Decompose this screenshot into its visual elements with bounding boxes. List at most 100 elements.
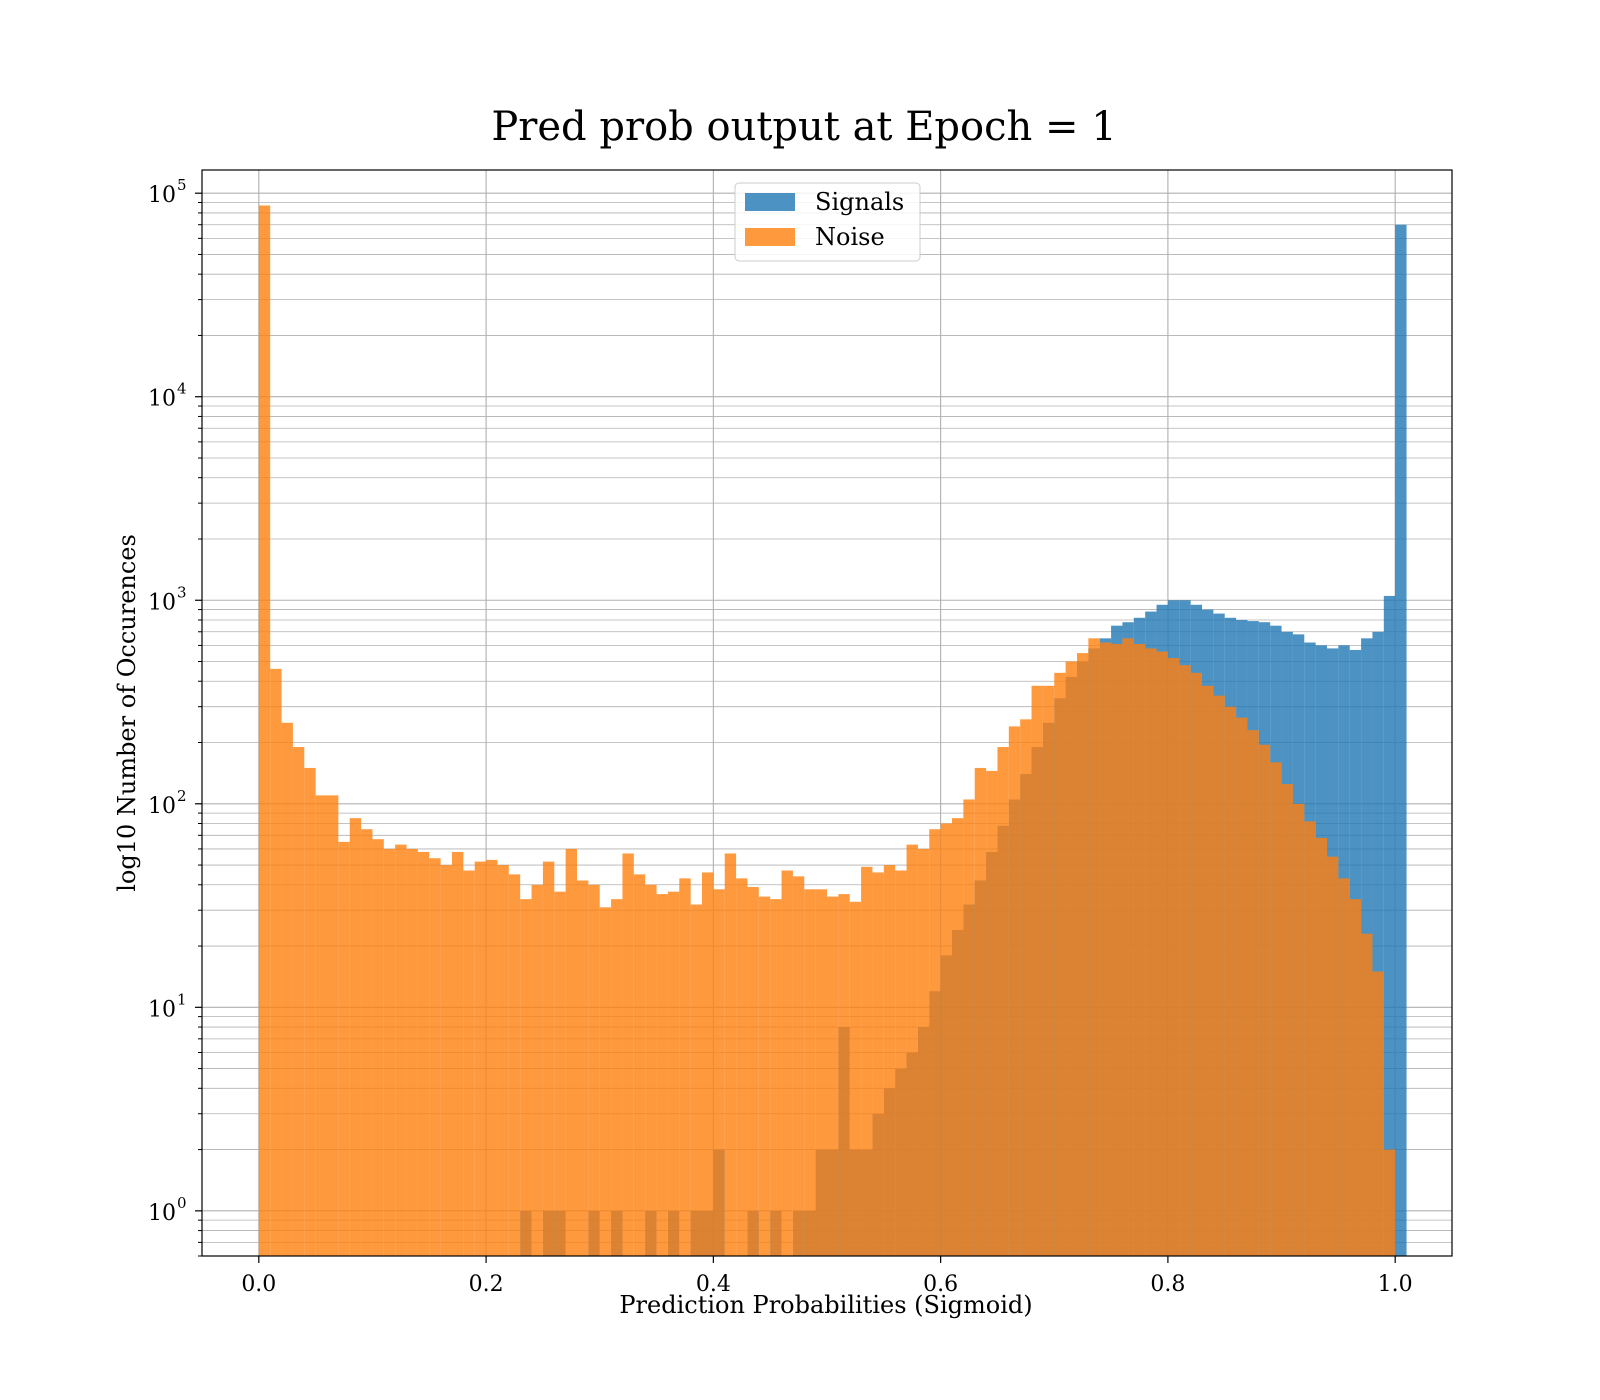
noise-bar [986,770,998,1256]
noise-bar [1270,762,1282,1256]
noise-bar [406,848,418,1256]
noise-bar [486,859,498,1256]
noise-bar [702,872,714,1256]
x-axis-ticks: 0.0 0.2 0.4 0.6 0.8 1.0 [241,1256,1413,1297]
noise-bar [542,861,555,1256]
noise-bar [838,894,850,1256]
noise-bar [349,818,362,1256]
noise-bar [565,848,577,1256]
noise-bar [1031,685,1043,1256]
noise-bar [1133,643,1146,1256]
noise-bar [861,866,873,1256]
noise-bar [395,844,407,1256]
y-tick-exponent: 2 [177,787,187,805]
noise-bar [270,668,282,1256]
noise-bar [258,205,271,1257]
noise-bar [1111,643,1123,1256]
noise-bar [292,747,305,1256]
noise-bar [315,795,327,1256]
noise-bar [474,861,487,1256]
noise-bar [906,844,918,1256]
x-tick-label: 0.6 [923,1272,958,1297]
y-tick-label: 10 [148,794,176,819]
noise-bar [281,722,293,1256]
noise-bar [383,848,396,1256]
noise-bar [1042,685,1055,1256]
noise-bar [622,853,634,1256]
x-tick-label: 1.0 [1378,1272,1413,1297]
noise-bar [1099,642,1112,1256]
noise-bar [508,874,521,1256]
noise-bar [1224,706,1237,1256]
legend-swatch-signals [745,193,795,211]
noise-bar [679,878,691,1256]
noise-bar [1054,672,1066,1256]
signals-bar [1372,631,1384,1256]
noise-bar [792,876,805,1256]
noise-bar [736,878,748,1256]
y-tick-label: 10 [148,590,176,615]
noise-bar [1156,651,1168,1256]
legend-label-signals: Signals [815,188,904,216]
noise-bar [520,899,532,1256]
signals-bar [1395,224,1407,1257]
legend-label-noise: Noise [815,223,885,251]
noise-bar [1338,878,1350,1256]
noise-bar [1247,730,1259,1256]
y-tick-exponent: 0 [177,1194,187,1212]
noise-bar [656,894,668,1256]
noise-bar [588,884,600,1256]
noise-bar [361,829,373,1256]
noise-bar [713,889,725,1256]
x-tick-label: 0.8 [1150,1272,1185,1297]
noise-bar [1383,1149,1396,1256]
noise-bar [770,899,782,1256]
noise-bar [804,889,816,1256]
noise-bar [440,865,452,1256]
y-tick-exponent: 4 [177,380,187,398]
noise-bar [577,880,589,1256]
noise-bar [724,853,737,1256]
noise-bar [883,865,896,1256]
noise-bar [1236,717,1248,1256]
legend-swatch-noise [745,228,795,246]
noise-bar [1292,803,1305,1256]
x-tick-label: 0.4 [696,1272,731,1297]
noise-bar [429,858,441,1256]
noise-bar [1179,665,1191,1256]
noise-bar [1372,971,1384,1256]
noise-bar [827,896,839,1256]
noise-bar [1122,638,1134,1256]
x-axis-label: Prediction Probabilities (Sigmoid) [619,1291,1032,1319]
noise-bar [417,851,430,1256]
noise-bar [781,870,793,1256]
legend: Signals Noise [734,182,921,262]
noise-bar [1202,685,1214,1256]
noise-bar [1077,653,1089,1256]
chart-title: Pred prob output at Epoch = 1 [491,104,1116,150]
noise-bar [895,870,907,1256]
noise-bar [872,872,884,1256]
noise-bar [974,767,987,1256]
y-tick-label: 10 [148,183,176,208]
noise-bar [747,887,759,1256]
plot-frame [201,169,1453,1257]
y-tick-exponent: 3 [177,583,187,601]
noise-bar [1304,821,1316,1256]
y-tick-exponent: 5 [177,176,187,194]
y-axis-label: log10 Number of Occurences [113,534,141,892]
noise-bar [1281,784,1293,1256]
noise-bar [599,907,612,1256]
y-tick-exponent: 1 [177,990,187,1008]
noise-bar [611,899,623,1256]
noise-bar [815,889,827,1256]
noise-bar [1315,837,1327,1256]
noise-bar [463,870,475,1256]
y-tick-label: 10 [148,387,176,412]
x-tick-label: 0.0 [241,1272,276,1297]
y-tick-label: 10 [148,1201,176,1226]
noise-bar [690,904,702,1256]
noise-bar [667,891,680,1256]
noise-bar [1088,638,1100,1256]
